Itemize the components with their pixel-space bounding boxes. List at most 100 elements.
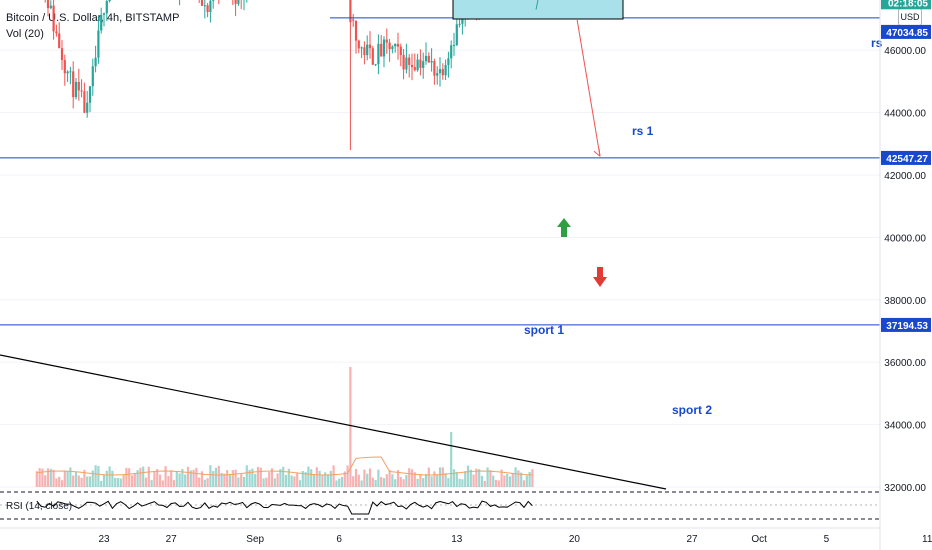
price-badge-bg: [881, 150, 931, 165]
volume-indicator-label[interactable]: Vol (20): [6, 28, 44, 40]
volume-bar: [273, 478, 276, 487]
volume-bar: [343, 471, 346, 487]
volume-bar: [349, 367, 352, 487]
volume-bar: [492, 475, 495, 487]
candle-body: [382, 39, 386, 57]
volume-bar: [520, 472, 523, 487]
volume-bar: [410, 469, 414, 487]
arrow-up-icon: [557, 218, 571, 237]
volume-bar: [282, 466, 285, 487]
volume-bar: [220, 473, 223, 487]
symbol-title[interactable]: Bitcoin / U.S. Dollar, 4h, BITSTAMP: [6, 12, 180, 24]
volume-bar: [377, 469, 380, 487]
volume-bar: [500, 469, 503, 487]
candles: [44, 0, 505, 151]
volume-bar: [161, 480, 164, 487]
volume-bar: [259, 467, 262, 487]
volume-bar: [150, 480, 153, 487]
candle-body: [377, 43, 380, 65]
candle-body: [402, 55, 405, 70]
volume-bar: [240, 474, 243, 487]
volume-bar: [363, 469, 366, 487]
volume-bar: [245, 465, 248, 487]
volume-bar: [80, 477, 83, 487]
volume-bar: [304, 472, 307, 487]
volume-bar: [450, 432, 453, 487]
volume-bar: [380, 477, 383, 487]
volume-bar: [136, 470, 139, 487]
volume-bar: [270, 468, 274, 487]
candle-body: [368, 44, 372, 49]
volume-bar: [97, 466, 100, 487]
candle-body: [49, 5, 52, 9]
candle-body: [209, 0, 212, 13]
volume-bar: [335, 480, 338, 487]
rsi-line: [36, 500, 533, 515]
candle-body: [234, 0, 237, 4]
volume-bar: [38, 468, 41, 487]
volume-bar: [164, 466, 167, 487]
volume-bar: [153, 472, 156, 487]
volume-bar: [374, 480, 377, 487]
volume-bar: [287, 468, 290, 487]
time-tick-label: 27: [686, 534, 698, 545]
candle-body: [444, 65, 447, 76]
volume-bar: [402, 479, 405, 487]
volume-bar: [248, 469, 251, 487]
volume-bar: [60, 480, 64, 487]
volume-bar: [130, 475, 134, 487]
volume-bar: [472, 474, 475, 487]
volume-bar: [184, 474, 187, 487]
annotation-sport1: sport 1: [524, 323, 564, 337]
volume-bar: [86, 476, 89, 487]
volume-bar: [242, 476, 246, 487]
candle-body: [100, 14, 103, 31]
candle-body: [458, 23, 461, 25]
candle-body: [430, 60, 433, 63]
volume-bar: [514, 467, 517, 487]
volume-bar: [329, 470, 332, 487]
candle-body: [424, 55, 428, 62]
candle-body: [212, 0, 215, 1]
volume-bar: [41, 468, 44, 487]
volume-bar: [276, 473, 279, 487]
candle-body: [450, 45, 453, 59]
volume-bar: [223, 473, 226, 487]
volume-bar: [226, 470, 229, 487]
volume-bars: [35, 367, 534, 487]
candle-body: [394, 43, 397, 47]
price-badge-label: 37194.53: [886, 321, 928, 332]
volume-bar: [310, 469, 313, 487]
grid: [0, 49, 880, 488]
volume-bar: [58, 476, 61, 487]
price-badge-bg: [881, 0, 931, 10]
volume-bar: [116, 478, 120, 487]
candle-body: [349, 0, 352, 23]
volume-bar: [298, 480, 302, 487]
volume-bar: [486, 467, 489, 487]
volume-bar: [52, 469, 55, 487]
candle-body: [88, 86, 92, 103]
candle-body: [102, 13, 106, 15]
candle-body: [385, 39, 388, 43]
candle-body: [108, 0, 111, 2]
volume-ma-line: [36, 456, 533, 476]
price-badge-label: 42547.27: [886, 154, 928, 165]
volume-bar: [181, 468, 184, 487]
volume-bar: [156, 469, 159, 487]
price-tick-label: 44000.00: [884, 109, 926, 120]
volume-bar: [102, 474, 106, 487]
volume-bar: [284, 474, 288, 487]
time-tick-label: Oct: [751, 534, 767, 545]
candle-body: [441, 69, 444, 76]
volume-bar: [147, 466, 150, 487]
volume-bar: [531, 469, 534, 487]
volume-bar: [49, 468, 52, 487]
volume-bar: [44, 475, 47, 487]
rsi-label[interactable]: RSI (14, close): [6, 501, 72, 512]
volume-bar: [315, 467, 318, 487]
volume-bar: [35, 471, 38, 487]
volume-bar: [452, 469, 456, 487]
time-tick-label: 6: [336, 534, 342, 545]
